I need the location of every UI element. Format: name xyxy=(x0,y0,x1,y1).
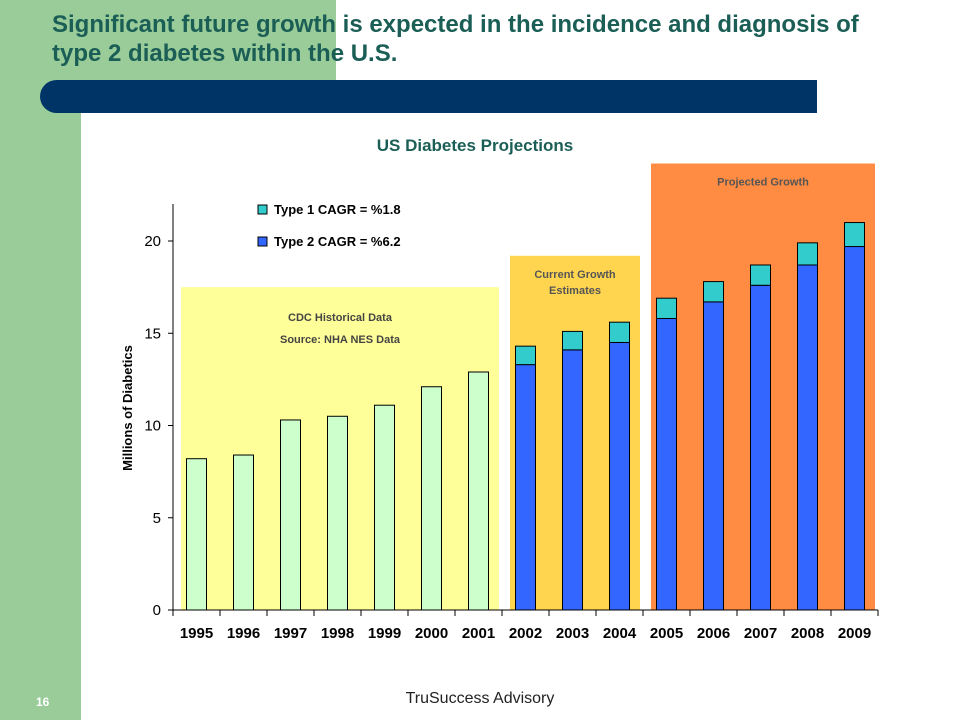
bar-type1-2003 xyxy=(562,330,583,351)
header-divider-bar xyxy=(40,80,817,113)
x-tick-label: 2009 xyxy=(838,625,871,642)
side-decor-bar xyxy=(0,0,81,720)
bar-type2-2006 xyxy=(703,301,724,611)
legend-swatch xyxy=(257,236,268,247)
x-tick-label: 2000 xyxy=(415,625,448,642)
bar-historical-1997 xyxy=(280,419,301,611)
x-tick-label: 2002 xyxy=(509,625,542,642)
x-tick-label: 1999 xyxy=(368,625,401,642)
x-tick-label: 2008 xyxy=(791,625,824,642)
x-tick-label: 2004 xyxy=(603,625,637,642)
bar-type2-2004 xyxy=(609,341,630,611)
x-tick-label: 2005 xyxy=(650,625,683,642)
bar-type1-2009 xyxy=(844,222,865,248)
bar-type1-2002 xyxy=(515,345,536,366)
bar-historical-1998 xyxy=(327,415,348,611)
zone-label: Estimates xyxy=(549,285,601,297)
bar-type1-2007 xyxy=(750,264,771,286)
header-decor-block xyxy=(0,0,336,80)
y-axis-label: Millions of Diabetics xyxy=(120,345,135,471)
chart-title: US Diabetes Projections xyxy=(377,136,574,155)
legend-label: Type 1 CAGR = %1.8 xyxy=(274,202,401,217)
x-tick-label: 1997 xyxy=(274,625,307,642)
y-tick-label: 20 xyxy=(144,233,161,250)
legend-swatch xyxy=(257,204,268,215)
x-tick-label: 2001 xyxy=(462,625,495,642)
x-tick-label: 2007 xyxy=(744,625,777,642)
zone-label: Projected Growth xyxy=(717,177,809,189)
slide-number: 16 xyxy=(36,695,50,709)
bar-type1-2005 xyxy=(656,297,677,319)
bar-type2-2008 xyxy=(797,264,818,611)
zone-label: CDC Historical Data xyxy=(288,312,393,324)
y-tick-label: 0 xyxy=(153,602,161,619)
bar-type2-2005 xyxy=(656,317,677,611)
bar-type1-2008 xyxy=(797,242,818,266)
x-tick-label: 2006 xyxy=(697,625,730,642)
bar-type2-2003 xyxy=(562,349,583,611)
footer-company-name: TruSuccess Advisory xyxy=(405,690,555,707)
bar-type1-2004 xyxy=(609,321,630,343)
y-tick-label: 15 xyxy=(144,325,161,342)
bar-historical-2001 xyxy=(468,371,489,611)
legend-label: Type 2 CAGR = %6.2 xyxy=(274,234,401,249)
y-tick-label: 5 xyxy=(153,510,161,527)
x-tick-label: 1995 xyxy=(180,625,213,642)
bar-historical-1999 xyxy=(374,404,395,611)
bar-historical-1995 xyxy=(186,458,207,611)
bar-type1-2006 xyxy=(703,281,724,303)
zone-label: Current Growth xyxy=(534,269,616,281)
slide-headline: Significant future growth is expected in… xyxy=(52,11,859,67)
bar-type2-2009 xyxy=(844,246,865,611)
bar-type2-2002 xyxy=(515,364,536,611)
bar-historical-2000 xyxy=(421,386,442,611)
zone-label: Source: NHA NES Data xyxy=(280,334,401,346)
x-tick-label: 1996 xyxy=(227,625,260,642)
bar-historical-1996 xyxy=(233,454,254,611)
x-tick-label: 2003 xyxy=(556,625,589,642)
bar-type2-2007 xyxy=(750,284,771,611)
y-tick-label: 10 xyxy=(144,418,161,435)
x-tick-label: 1998 xyxy=(321,625,354,642)
